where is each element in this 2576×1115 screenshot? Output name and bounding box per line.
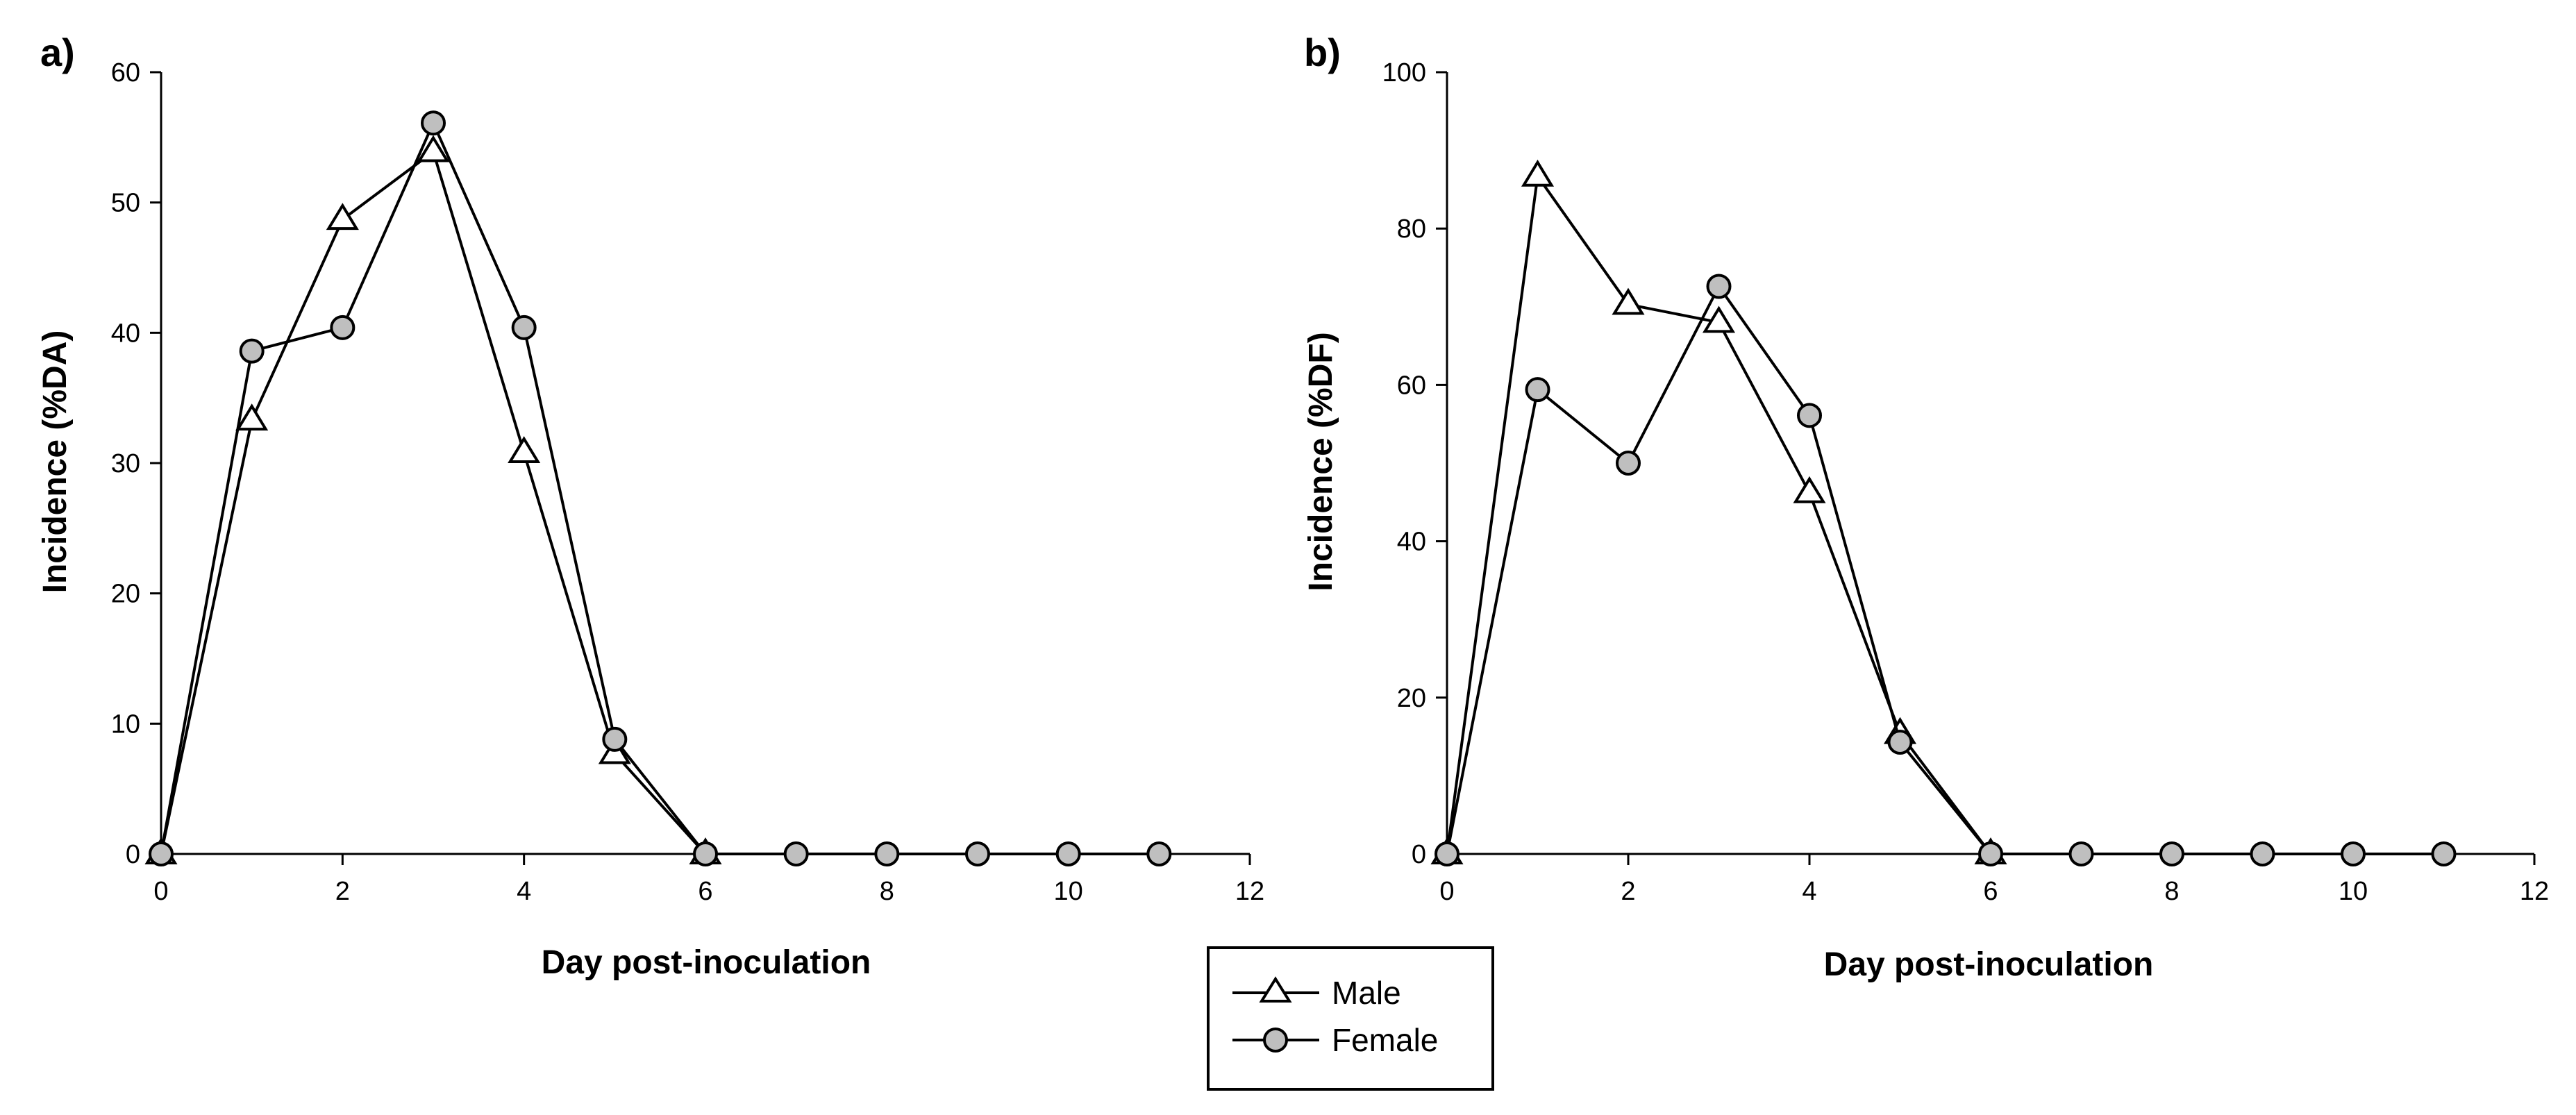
data-point-male-a bbox=[235, 403, 269, 431]
x-tick-label-a: 0 bbox=[153, 877, 168, 906]
panel-label-a: a) bbox=[40, 31, 75, 74]
axes-a: 0 2 4 6 8 10 12 0 10 20 30 40 50 60 bbox=[111, 58, 1264, 906]
data-point-male-a bbox=[417, 135, 450, 162]
data-point-female-a bbox=[330, 315, 356, 340]
y-tick-label-b: 60 bbox=[1397, 371, 1426, 400]
y-tick-label-a: 50 bbox=[111, 189, 140, 218]
data-point-male-a bbox=[508, 436, 541, 463]
legend-entry-female: Female bbox=[1232, 1022, 1438, 1058]
x-tick-label-b: 8 bbox=[2164, 877, 2179, 906]
data-point-female-b bbox=[1435, 841, 1460, 866]
y-tick-label-b: 0 bbox=[1412, 840, 1426, 869]
data-point-male-a bbox=[326, 203, 359, 230]
data-point-male-b bbox=[1793, 476, 1826, 503]
data-point-female-b bbox=[2341, 841, 2366, 866]
data-point-female-b bbox=[2068, 841, 2094, 866]
x-tick-label-b: 0 bbox=[1439, 877, 1454, 906]
y-tick-label-a: 0 bbox=[126, 840, 140, 869]
chart-panel-a: a) Day post-inoculation Incidence (%DA) … bbox=[37, 31, 1264, 981]
y-tick-label-b: 40 bbox=[1397, 528, 1426, 557]
legend-label-female: Female bbox=[1332, 1022, 1438, 1058]
y-axis-title-b: Incidence (%DF) bbox=[1303, 332, 1339, 591]
x-tick-label-b: 2 bbox=[1621, 877, 1635, 906]
legend-box bbox=[1207, 946, 1494, 1091]
legend-marker-female bbox=[1263, 1028, 1288, 1053]
data-point-female-a bbox=[693, 841, 718, 866]
legend-label-male: Male bbox=[1332, 975, 1401, 1011]
data-point-female-b bbox=[1706, 274, 1732, 299]
x-tick-label-b: 10 bbox=[2339, 877, 2368, 906]
data-point-female-b bbox=[2431, 841, 2457, 866]
data-point-female-b bbox=[1887, 729, 1913, 755]
x-tick-label-b: 6 bbox=[1983, 877, 1998, 906]
data-point-female-b bbox=[1978, 841, 2003, 866]
data-point-female-a bbox=[602, 726, 628, 752]
data-point-female-a bbox=[874, 841, 900, 866]
x-tick-label-a: 4 bbox=[517, 877, 531, 906]
x-tick-label-a: 6 bbox=[698, 877, 712, 906]
data-point-female-b bbox=[2159, 841, 2184, 866]
panel-label-b: b) bbox=[1304, 31, 1341, 74]
data-point-male-b bbox=[1521, 159, 1555, 187]
x-tick-label-b: 12 bbox=[2520, 877, 2549, 906]
data-point-female-b bbox=[2250, 841, 2275, 866]
series-line-female-b bbox=[1446, 285, 2444, 855]
x-axis-title-b: Day post-inoculation bbox=[1824, 946, 2154, 983]
data-point-male-b bbox=[1702, 305, 1736, 333]
axes-b: 0 2 4 6 8 10 12 0 20 40 60 80 100 bbox=[1382, 58, 2550, 906]
data-point-female-a bbox=[239, 338, 265, 364]
data-point-female-a bbox=[783, 841, 809, 866]
series-line-female-a bbox=[160, 121, 1160, 855]
x-tick-label-b: 4 bbox=[1802, 877, 1816, 906]
data-point-female-a bbox=[149, 841, 174, 866]
x-tick-label-a: 8 bbox=[880, 877, 894, 906]
data-point-female-b bbox=[1797, 403, 1822, 428]
x-axis-title-a: Day post-inoculation bbox=[542, 944, 871, 981]
y-axis-title-a: Incidence (%DA) bbox=[37, 330, 74, 594]
data-point-female-b bbox=[1525, 377, 1550, 403]
legend-marker-male bbox=[1259, 976, 1292, 1003]
y-tick-label-b: 20 bbox=[1397, 684, 1426, 713]
y-tick-label-a: 10 bbox=[111, 710, 140, 739]
data-point-female-a bbox=[421, 110, 446, 136]
y-tick-label-b: 80 bbox=[1397, 215, 1426, 244]
y-tick-label-a: 60 bbox=[111, 58, 140, 87]
legend: Male Female bbox=[1207, 946, 1494, 1091]
data-point-female-a bbox=[1055, 841, 1081, 866]
data-point-female-a bbox=[965, 841, 990, 866]
data-point-female-a bbox=[1146, 841, 1172, 866]
series-layer-a bbox=[144, 110, 1172, 866]
data-point-female-b bbox=[1616, 451, 1641, 476]
x-tick-label-a: 12 bbox=[1235, 877, 1264, 906]
x-tick-label-a: 10 bbox=[1054, 877, 1083, 906]
data-point-female-a bbox=[511, 315, 537, 340]
y-tick-label-a: 20 bbox=[111, 580, 140, 609]
x-tick-label-a: 2 bbox=[335, 877, 350, 906]
y-tick-label-b: 100 bbox=[1382, 58, 1426, 87]
y-tick-label-a: 40 bbox=[111, 319, 140, 348]
legend-entry-male: Male bbox=[1232, 975, 1401, 1011]
series-layer-b bbox=[1430, 159, 2457, 866]
data-point-male-b bbox=[1612, 287, 1645, 315]
chart-panel-b: b) Day post-inoculation Incidence (%DF) … bbox=[1303, 31, 2549, 983]
y-tick-label-a: 30 bbox=[111, 449, 140, 478]
